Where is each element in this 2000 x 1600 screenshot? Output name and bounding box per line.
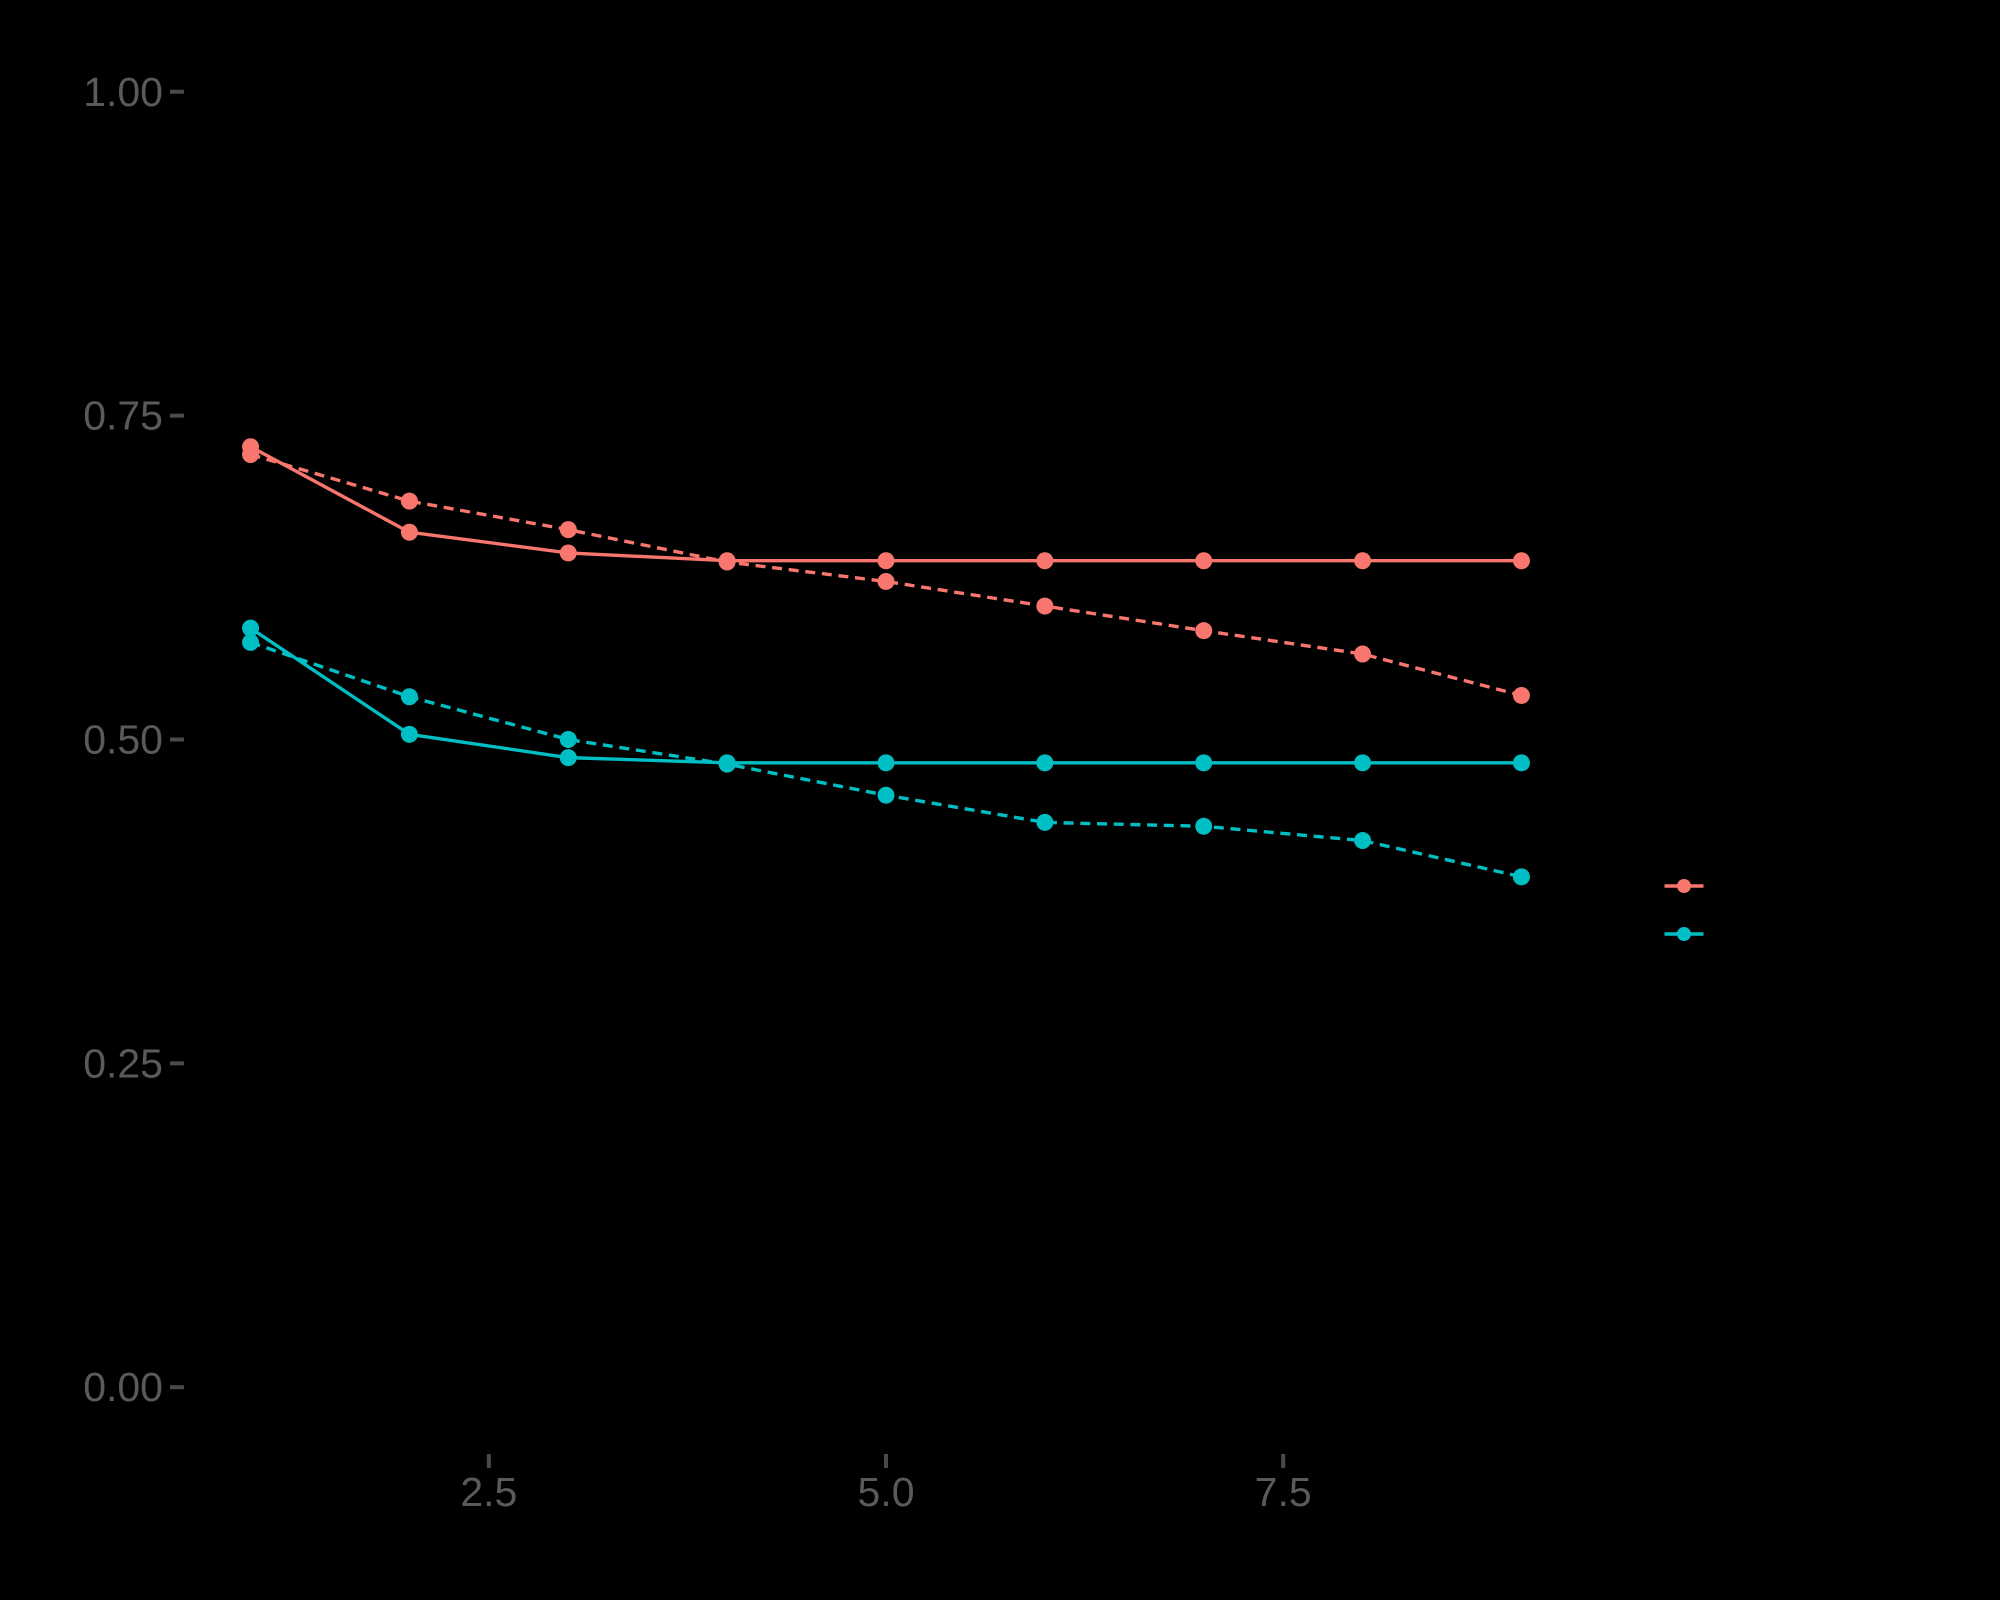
y-axis-tick-label: 1.00 [83,69,163,115]
data-point-teal-solid [1195,754,1213,772]
legend-key-teal-marker [1677,927,1691,941]
x-axis: 2.5 5.0 7.5 [460,1454,1312,1515]
data-point-red-solid [877,552,895,570]
data-point-red-solid [400,523,418,541]
x-axis-tick-label: 2.5 [460,1469,517,1515]
data-point-red-dashed [1036,597,1054,615]
data-point-red-solid [1354,552,1372,570]
data-point-teal-dashed [1036,813,1054,831]
data-point-teal-solid [1512,754,1530,772]
data-point-red-solid [1036,552,1054,570]
legend [1664,879,1704,941]
data-point-red-dashed [718,553,736,571]
data-point-teal-solid [1036,754,1054,772]
data-point-teal-solid [1354,754,1372,772]
data-point-teal-dashed [1195,817,1213,835]
data-point-red-dashed [1354,645,1372,663]
legend-key-teal [1664,927,1704,941]
data-point-red-dashed [559,521,577,539]
y-axis-tick-label: 0.75 [83,393,163,439]
data-point-red-solid [1512,552,1530,570]
data-point-red-dashed [400,492,418,510]
legend-key-red-marker [1677,879,1691,893]
data-point-red-dashed [1195,622,1213,640]
data-point-teal-dashed [400,688,418,706]
x-axis-tick-label: 7.5 [1255,1469,1312,1515]
data-point-red-solid [1195,552,1213,570]
data-point-teal-dashed [1512,868,1530,886]
data-point-teal-dashed [242,633,260,651]
data-point-teal-dashed [1354,832,1372,850]
data-point-teal-dashed [877,786,895,804]
data-point-red-dashed [1512,686,1530,704]
y-axis-tick-label: 0.50 [83,717,163,763]
series-red-dashed [242,446,1530,704]
data-point-teal-solid [559,749,577,767]
y-axis-tick-label: 0.25 [83,1040,163,1086]
data-point-red-solid [559,544,577,562]
data-point-red-dashed [877,572,895,590]
y-axis: 0.00 0.25 0.50 0.75 1.00 [83,69,184,1410]
series-teal-dashed [242,633,1530,886]
series-red-dashed-line [250,452,1522,698]
data-point-teal-dashed [559,731,577,748]
data-point-teal-solid [400,725,418,743]
data-point-teal-solid [242,619,260,637]
data-point-teal-dashed [718,755,736,773]
x-axis-tick-label: 5.0 [858,1469,915,1515]
data-point-teal-solid [877,754,895,772]
data-point-red-dashed [242,446,260,463]
y-axis-tick-label: 0.00 [83,1364,163,1410]
legend-key-red [1664,879,1704,893]
